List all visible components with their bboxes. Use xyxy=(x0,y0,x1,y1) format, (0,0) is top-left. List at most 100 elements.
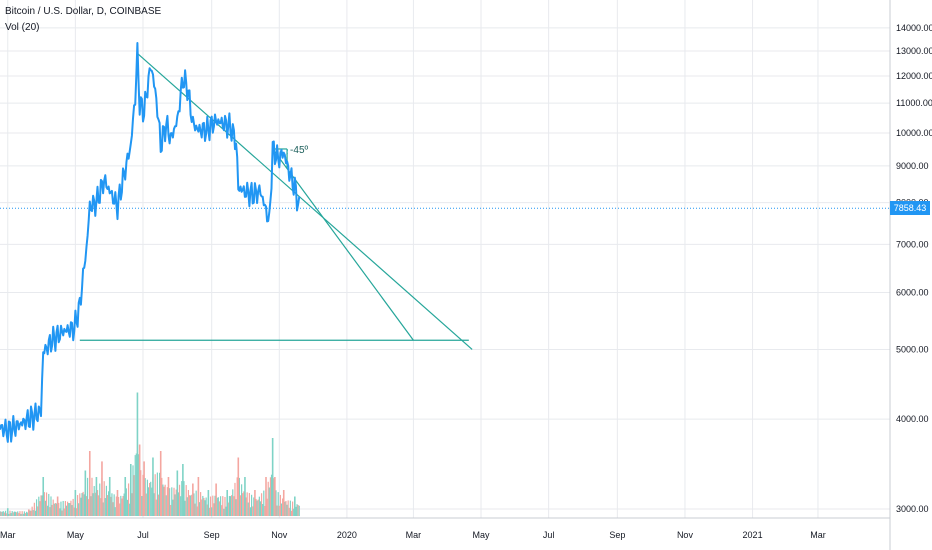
volume-bar xyxy=(280,503,283,516)
x-tick-label: Nov xyxy=(271,530,288,540)
volume-bars xyxy=(0,392,300,516)
volume-bar xyxy=(181,481,183,516)
volume-bar xyxy=(191,494,193,516)
volume-bar-peak xyxy=(265,477,267,516)
volume-bar xyxy=(140,470,142,516)
volume-bar xyxy=(0,511,2,516)
volume-bar xyxy=(82,491,84,516)
volume-bar-peak xyxy=(237,457,240,516)
volume-bar xyxy=(277,492,279,516)
volume-bar xyxy=(214,495,216,516)
y-tick-label: 12000.00 xyxy=(896,71,932,81)
volume-bar xyxy=(73,507,75,516)
volume-bar-peak xyxy=(143,461,145,516)
volume-bar xyxy=(41,495,43,516)
volume-bar xyxy=(273,478,275,516)
volume-bar xyxy=(55,503,58,516)
volume-bar xyxy=(208,507,211,516)
volume-bar xyxy=(8,513,10,516)
volume-bar-peak xyxy=(84,470,87,516)
volume-bar xyxy=(249,507,252,516)
volume-bar xyxy=(137,454,140,516)
volume-bar xyxy=(262,504,264,516)
volume-bar-peak xyxy=(28,509,30,516)
y-tick-label: 7000.00 xyxy=(896,239,929,249)
volume-bar xyxy=(78,503,80,516)
volume-bar xyxy=(17,511,19,516)
volume-bar xyxy=(132,465,134,516)
x-tick-label: 2020 xyxy=(337,530,357,540)
volume-bar xyxy=(0,511,1,516)
volume-bar xyxy=(217,497,219,516)
volume-bar xyxy=(33,502,35,516)
volume-bar xyxy=(94,492,96,516)
volume-bar xyxy=(92,493,94,516)
volume-bar xyxy=(165,495,167,516)
volume-bar xyxy=(34,510,37,516)
volume-bar xyxy=(224,496,226,516)
volume-bar xyxy=(71,505,73,516)
price-series-line xyxy=(0,42,301,443)
volume-bar xyxy=(234,482,236,516)
volume-bar xyxy=(166,487,168,516)
volume-bar xyxy=(68,503,70,516)
volume-bar xyxy=(264,505,266,516)
volume-bar xyxy=(61,510,63,516)
volume-bar xyxy=(21,511,23,516)
volume-bar xyxy=(172,499,174,516)
volume-bar xyxy=(123,493,125,516)
volume-bar xyxy=(93,486,95,516)
volume-bar xyxy=(63,508,65,516)
volume-bar-peak xyxy=(116,490,119,516)
volume-bar xyxy=(69,503,71,516)
volume-bar xyxy=(216,497,218,516)
volume-bar xyxy=(129,503,131,516)
volume-bar-peak xyxy=(274,477,276,516)
volume-bar xyxy=(188,495,191,516)
volume-bar xyxy=(183,481,185,516)
volume-bar xyxy=(159,472,161,516)
volume-bar xyxy=(1,511,3,516)
volume-bar xyxy=(86,477,89,516)
volume-bar xyxy=(187,489,190,516)
volume-bar xyxy=(70,500,72,516)
volume-bar xyxy=(180,496,182,516)
volume-bar-peak xyxy=(215,483,217,516)
volume-bar xyxy=(98,495,100,516)
volume-bar-peak xyxy=(42,477,45,516)
volume-bar xyxy=(245,497,247,516)
volume-bar xyxy=(190,495,192,516)
volume-bar xyxy=(11,511,13,516)
x-tick-label: Sep xyxy=(609,530,625,540)
volume-bar xyxy=(96,490,99,516)
y-tick-label: 3000.00 xyxy=(896,504,929,514)
volume-bar xyxy=(3,512,6,516)
angle-label: -45º xyxy=(290,145,308,156)
volume-bar xyxy=(115,496,117,516)
volume-bar xyxy=(113,494,115,516)
volume-bar xyxy=(193,493,195,516)
volume-bar-peak xyxy=(129,464,132,516)
volume-bar xyxy=(185,485,187,516)
volume-bar-peak xyxy=(152,457,154,516)
x-tick-label: Jul xyxy=(543,530,555,540)
volume-bar-peak xyxy=(136,392,139,516)
volume-bar-peak xyxy=(74,490,77,516)
volume-bar xyxy=(259,501,262,516)
volume-bar xyxy=(260,493,263,516)
volume-bar xyxy=(213,503,215,516)
volume-bar-peak xyxy=(282,490,285,516)
volume-bar-peak xyxy=(95,477,98,516)
volume-bar xyxy=(219,496,222,516)
volume-bar xyxy=(119,503,121,516)
volume-bar xyxy=(256,500,258,516)
volume-bar xyxy=(19,511,21,516)
y-tick-label: 4000.00 xyxy=(896,414,929,424)
volume-bar xyxy=(222,496,224,516)
volume-bar xyxy=(201,499,203,516)
volume-bar xyxy=(161,477,163,516)
volume-bar xyxy=(295,506,297,516)
volume-bar xyxy=(104,498,106,516)
volume-bar-peak xyxy=(167,477,170,516)
